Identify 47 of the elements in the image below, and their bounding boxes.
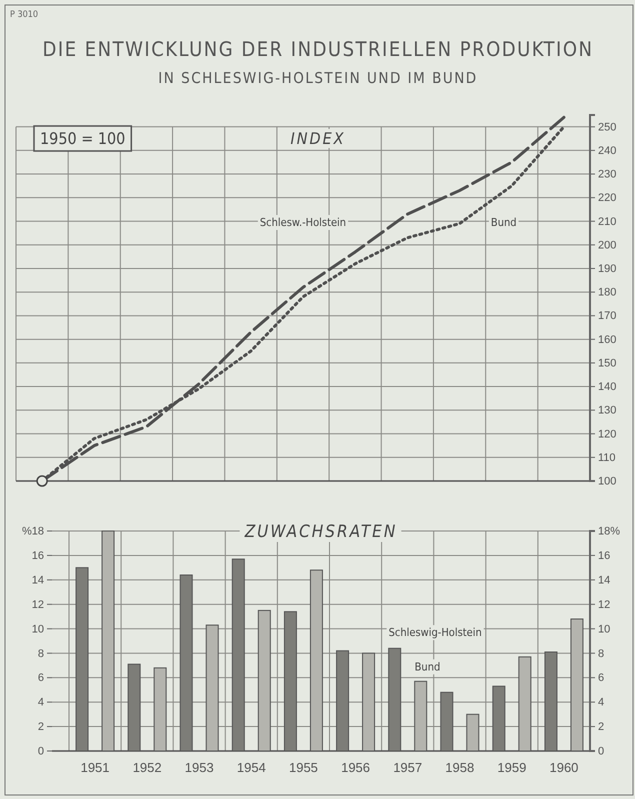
y-tick-label: 150: [598, 357, 616, 370]
y-tick-label: 0: [38, 746, 44, 758]
y-tick-label: 100: [598, 476, 616, 488]
y-tick-label: 220: [598, 192, 616, 204]
y-tick-label: 2: [38, 721, 44, 734]
y-tick-label: %18: [22, 526, 44, 538]
y2-tick-label: 18%: [598, 526, 620, 538]
x-tick-label: 1955: [288, 760, 318, 776]
x-tick-label: 1958: [445, 760, 474, 776]
series-label: Bund: [414, 660, 440, 674]
y-tick-label: 160: [598, 334, 616, 346]
series-label: Schleswig-Holstein: [388, 626, 482, 640]
y-tick-label: 130: [598, 404, 616, 417]
y-tick-label: 200: [598, 239, 616, 252]
y-tick-label: 8: [38, 648, 44, 660]
y-tick-label: 16: [32, 550, 44, 562]
y-tick-label: 110: [598, 452, 616, 464]
y-tick-label: 140: [598, 381, 616, 394]
series-label: Bund: [490, 216, 517, 229]
x-tick-label: 1954: [236, 760, 266, 776]
x-tick-label: 1952: [132, 760, 162, 776]
y-tick-label: 180: [598, 286, 616, 299]
y-tick-label: 120: [598, 428, 616, 440]
y-tick-label: 230: [598, 168, 616, 181]
x-tick-label: 1953: [184, 760, 214, 776]
chart-title: ZUWACHSRATEN: [244, 522, 398, 542]
y-tick-label: 190: [598, 263, 616, 276]
y-tick-label: 170: [598, 310, 616, 322]
chart-title: DIE ENTWICKLUNG DER INDUSTRIELLEN PRODUKTION: [42, 37, 594, 61]
x-tick-label: 1956: [341, 760, 370, 776]
annotation: 1950 = 100: [40, 129, 126, 148]
x-tick-label: 1957: [393, 760, 422, 776]
y-tick-label: 12: [32, 598, 44, 611]
x-tick-label: 1959: [497, 760, 526, 776]
y-tick-label: 240: [598, 144, 616, 157]
y-tick-label: 210: [598, 216, 616, 228]
y-tick-label: 10: [32, 623, 44, 636]
text: Schlesw.-Holstein: [260, 216, 346, 229]
y-tick-label: 14: [32, 574, 44, 586]
annotation: INDEX: [290, 129, 346, 148]
y-tick-label: 4: [38, 696, 44, 709]
text: P 3010: [10, 10, 38, 20]
y-tick-label: 250: [598, 121, 616, 134]
x-tick-label: 1951: [80, 760, 110, 776]
x-tick-label: 1960: [549, 760, 578, 776]
y-tick-label: 6: [38, 672, 44, 684]
chart-subtitle: IN SCHLESWIG-HOLSTEIN UND IM BUND: [158, 69, 478, 87]
